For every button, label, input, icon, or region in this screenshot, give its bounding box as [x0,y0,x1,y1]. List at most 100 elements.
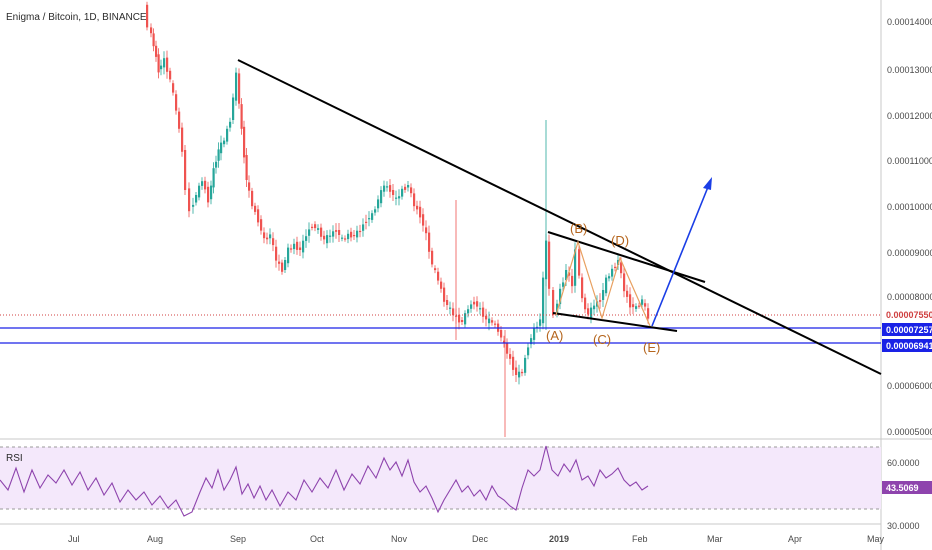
candle-body [485,315,488,320]
level-tag-lower-text: 0.00006941 [886,341,932,351]
candle-body [377,199,380,209]
candle-body [440,281,443,289]
candle-body [257,209,260,223]
candle-body [223,140,226,145]
candle-body [515,367,518,375]
candle-body [347,233,350,240]
candle-body [506,343,509,354]
candle-body [428,232,431,252]
candle-body [386,186,389,188]
candle-body [431,250,434,265]
y-tick-label: 0.00012000 [887,111,932,121]
candle-body [220,142,223,154]
candle-body [509,354,512,359]
candle-body [215,161,218,168]
x-tick-label: Aug [147,534,163,544]
rsi-value-tag [882,481,932,494]
candle-body [201,181,204,186]
candle-body [593,305,596,310]
candle-body [614,266,617,268]
candle-body [494,323,497,325]
rsi-band [0,447,881,509]
candle-body [461,320,464,322]
level-tag-upper-text: 0.00007257 [886,325,932,335]
candle-body [317,228,320,230]
candle-body [383,185,386,192]
candle-body [320,227,323,237]
candle-body [251,190,254,207]
candle-body [341,237,344,239]
candle-body [473,301,476,305]
wave-label: (C) [593,332,611,347]
candle-body [434,268,437,271]
candle-body [353,235,356,237]
candle-body [562,282,565,287]
candle-body [605,277,608,294]
candle-body [356,230,359,238]
wave-label: (E) [643,340,660,355]
candle-body [443,287,446,302]
price-axis[interactable]: 0.00014000 0.00013000 0.00012000 0.00011… [887,17,932,437]
candle-body [284,260,287,270]
candle-body [392,190,395,195]
candle-body [632,304,635,308]
candle-body [155,45,158,57]
candle-body [152,33,155,47]
time-axis[interactable]: Jul Aug Sep Oct Nov Dec 2019 Feb Mar Apr… [68,534,885,544]
candle-body [290,248,293,250]
candle-body [181,127,184,152]
candle-body [207,186,210,203]
candle-body [482,307,485,317]
candle-body [146,4,149,28]
candle-body [565,270,568,280]
chart-title: Enigma / Bitcoin, 1D, BINANCE [6,12,147,23]
candle-body [184,150,187,190]
candle-body [368,218,371,220]
candle-body [204,180,207,190]
candle-body [512,356,515,370]
candle-body [299,247,302,250]
x-tick-label: Sep [230,534,246,544]
candle-body [641,299,644,305]
candle-body [404,186,407,190]
candle-body [503,340,506,343]
candle-body [150,27,153,34]
candle-body [500,330,503,338]
candle-body [254,205,257,212]
candle-body [371,213,374,220]
candle-body [446,300,449,305]
candle-body [559,288,562,305]
candle-body [491,320,494,323]
candle-body [638,305,641,307]
candle-body [437,271,440,281]
y-tick-label: 0.00010000 [887,202,932,212]
candle-body [416,205,419,210]
candle-body [518,371,521,378]
candle-body [169,70,172,80]
candle-body [293,243,296,250]
x-tick-label: Dec [472,534,489,544]
candle-body [198,185,201,198]
candle-body [410,187,413,194]
candle-body [380,190,383,204]
candle-body [238,73,241,104]
candle-body [452,308,455,316]
candle-body [359,230,362,233]
y-tick-label: 0.00014000 [887,17,932,27]
candle-body [296,241,299,250]
chart-drawings: (A) (B) (C) (D) (E) [0,59,882,375]
candle-body [552,290,555,315]
candle-body [281,262,284,272]
candle-body [599,300,602,302]
y-tick-label: 0.00009000 [887,248,932,258]
candle-body [157,54,160,73]
candle-body [163,58,166,68]
rsi-axis[interactable]: 60.0000 30.0000 43.5069 [882,458,932,531]
candle-body [217,149,220,161]
candle-body [166,57,169,72]
candle-body [620,262,623,274]
rsi-tick-label: 30.0000 [887,521,920,531]
candle-body [178,111,181,129]
candle-body [389,185,392,192]
